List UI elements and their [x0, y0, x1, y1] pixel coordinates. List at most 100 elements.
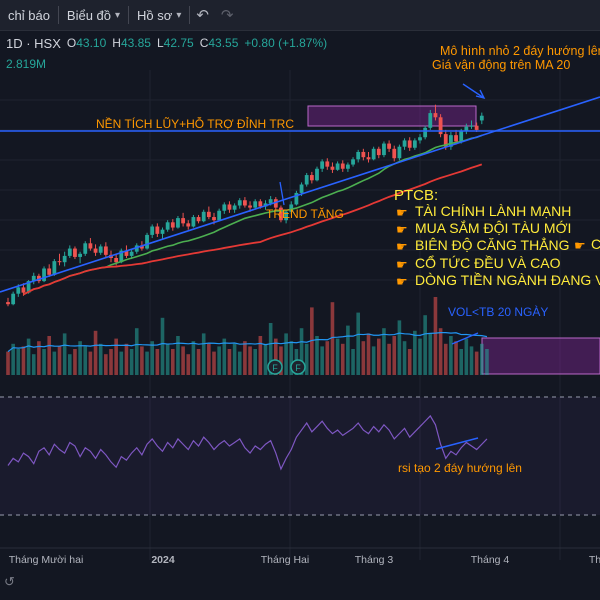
vol-arrow: [451, 332, 479, 345]
candle: [356, 149, 361, 163]
candle: [83, 241, 88, 256]
candle: [52, 259, 57, 276]
candle-body: [62, 255, 67, 263]
ma50-line: [23, 163, 483, 296]
ptcb-item-tail: C: [591, 236, 600, 252]
indicators-label: chỉ báo: [8, 7, 50, 23]
candle-body: [88, 243, 93, 249]
candle-body: [351, 159, 355, 165]
volume-bar: [289, 341, 294, 375]
candle-body: [181, 218, 185, 224]
candle: [160, 227, 165, 240]
volume-bar: [397, 320, 402, 375]
candle-body: [459, 130, 464, 142]
candle: [206, 206, 211, 220]
event-marker-label: F: [295, 363, 301, 373]
volume-bar: [232, 343, 237, 375]
candle-body: [11, 293, 16, 305]
candle-body: [371, 148, 376, 160]
candle: [201, 209, 206, 223]
volume-value: 2.819M: [6, 57, 47, 71]
candle: [289, 201, 294, 214]
ptcb-item-text: BIÊN ĐỘ CĂNG THẲNG: [415, 236, 570, 253]
pointing-hand-icon: ☛: [396, 257, 408, 272]
candle-body: [103, 246, 108, 255]
candle-body: [165, 222, 170, 230]
volume-bar: [263, 343, 268, 375]
candle-body: [37, 275, 41, 282]
note-arrow: [462, 83, 485, 99]
candle-body: [366, 157, 371, 160]
candle-body: [464, 126, 469, 131]
candle-body: [26, 281, 31, 293]
candle: [217, 208, 222, 222]
pointing-hand-icon: ☛: [396, 274, 408, 289]
ptcb-item-text: TÀI CHÍNH LÀNH MẠNH: [415, 203, 571, 219]
volume-bar: [387, 343, 391, 375]
candle-body: [438, 117, 443, 135]
high-number: 43.85: [120, 36, 151, 50]
candle-body: [129, 251, 134, 256]
chart-type-button[interactable]: Biểu đồ ▾: [59, 0, 128, 30]
volume-bars: [6, 297, 489, 375]
indicators-button[interactable]: chỉ báo: [0, 0, 58, 30]
candle: [42, 266, 46, 283]
candle: [428, 109, 433, 130]
rsi-note: rsi tạo 2 đáy hướng lên: [398, 461, 522, 475]
candle: [325, 158, 330, 170]
volume-bar: [284, 333, 288, 375]
volume-bar: [42, 349, 46, 375]
candle-body: [273, 199, 278, 208]
ptcb-item-text: DÒNG TIỀN NGÀNH ĐANG V: [415, 272, 600, 288]
candle: [191, 214, 196, 228]
candle-body: [227, 204, 232, 210]
profile-button[interactable]: Hồ sơ ▾: [129, 0, 189, 30]
candle-body: [474, 125, 479, 130]
candle: [88, 238, 93, 251]
chart-type-label: Biểu đồ: [66, 7, 112, 23]
volume-bar: [392, 336, 397, 375]
volume-bar: [464, 338, 469, 375]
candle-body: [325, 161, 330, 167]
double-bottom-note: Mô hình nhỏ 2 đáy hướng lên: [440, 44, 600, 58]
candle-body: [392, 148, 397, 159]
volume-ma-line: [7, 332, 488, 353]
candle-body: [212, 217, 216, 221]
candle-body: [299, 184, 304, 193]
rsi-band-fill: [0, 397, 600, 515]
candle-body: [449, 135, 453, 147]
candle-body: [206, 211, 211, 218]
candle: [186, 220, 191, 230]
candle: [309, 171, 314, 184]
ptcb-item: ☛ BIÊN ĐỘ CĂNG THẲNG: [396, 236, 570, 254]
candle-body: [294, 192, 299, 205]
candle: [479, 112, 484, 125]
volume-bar: [83, 346, 88, 375]
base-zone-label: NỀN TÍCH LŨY+HỖ TRỢ ĐỈNH TRC: [96, 116, 294, 131]
profile-label: Hồ sơ: [137, 7, 173, 23]
x-axis-label: Tháng Hai: [261, 554, 309, 566]
undo-icon[interactable]: ↶: [196, 7, 209, 24]
pointing-hand-icon: ☛: [396, 222, 408, 237]
symbol-label[interactable]: 1D · HSX: [6, 36, 61, 51]
candle: [98, 244, 103, 255]
ptcb-item-text: MUA SẮM ĐỘI TÀU MỚI: [415, 219, 571, 236]
candle: [47, 264, 52, 277]
rsi-line: [7, 414, 488, 471]
candle-body: [6, 302, 10, 305]
volume-bar: [93, 330, 98, 375]
trend-arrow: [279, 181, 285, 206]
candle-body: [98, 246, 103, 253]
volume-bar: [474, 351, 479, 375]
volume-bar: [469, 346, 474, 375]
candle-body: [186, 223, 191, 227]
candle-body: [330, 166, 335, 170]
candle: [449, 132, 453, 150]
candle-body: [140, 245, 144, 249]
candle-body: [160, 229, 165, 234]
note-arrow-head: [475, 89, 486, 100]
redo-icon[interactable]: ↷: [220, 7, 234, 24]
candle: [294, 190, 299, 206]
candle-body: [170, 222, 175, 228]
